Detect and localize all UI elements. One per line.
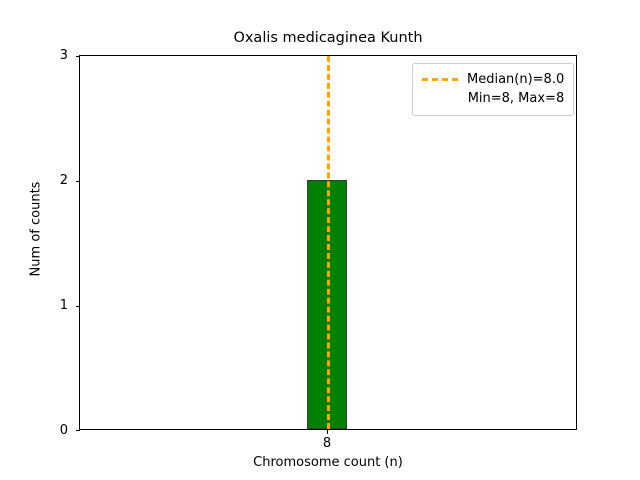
y-axis-label-line-1: Num of counts (28, 181, 44, 277)
y-tick-mark-1 (76, 305, 80, 307)
y-axis-label-container: Num of counts (Total 2) (29, 42, 95, 417)
dashed-line-icon (422, 78, 458, 81)
x-tick-label-8: 8 (322, 436, 332, 451)
legend-row-minmax: Min=8, Max=8 (422, 89, 565, 108)
plot-area: 8 Median(n)=8.0 Min=8, Max=8 (76, 55, 577, 450)
y-tick-label-2: 2 (59, 173, 68, 188)
y-tick-label-1: 1 (59, 298, 68, 313)
x-axis-label: Chromosome count (n) (253, 455, 403, 470)
median-line (327, 56, 330, 429)
y-tick-mark-2 (76, 180, 80, 182)
y-tick-label-3: 3 (59, 48, 68, 63)
legend-label-minmax: Min=8, Max=8 (467, 91, 565, 106)
legend-label-median: Median(n)=8.0 (467, 72, 565, 87)
legend: Median(n)=8.0 Min=8, Max=8 (412, 63, 575, 116)
chart-title: Oxalis medicaginea Kunth (233, 30, 423, 46)
x-tick-mark-8 (327, 430, 328, 434)
y-tick-mark-3 (76, 56, 80, 57)
y-tick-mark-0 (76, 430, 80, 431)
plot-inner (80, 56, 576, 429)
y-tick-label-0: 0 (59, 423, 68, 438)
legend-row-median: Median(n)=8.0 (422, 70, 564, 89)
